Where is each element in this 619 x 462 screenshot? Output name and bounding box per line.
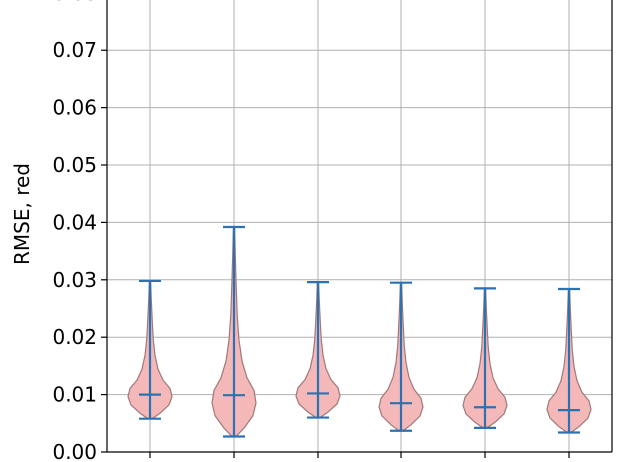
- y-tick-label: 0.00: [52, 440, 97, 462]
- y-tick-label: 0.08: [52, 0, 97, 5]
- violins: [127, 225, 592, 438]
- violin: [546, 287, 592, 434]
- x-ticks: [149, 452, 570, 458]
- violin: [295, 280, 341, 419]
- grid: [107, 0, 612, 453]
- y-tick-label: 0.02: [52, 325, 97, 349]
- violin: [462, 287, 508, 429]
- y-tick-label: 0.04: [52, 210, 97, 234]
- y-axis-label: RMSE, red: [10, 163, 34, 265]
- y-tick-label: 0.03: [52, 268, 97, 292]
- violin: [211, 225, 257, 438]
- y-tick-label: 0.07: [52, 38, 97, 62]
- y-ticks: 0.00 0.01 0.02 0.03 0.04 0.05 0.06 0.07 0.08: [52, 0, 107, 462]
- y-tick-label: 0.06: [52, 96, 97, 120]
- violin: [378, 281, 424, 432]
- y-tick-label: 0.05: [52, 153, 97, 177]
- y-tick-label: 0.01: [52, 383, 97, 407]
- violin: [127, 279, 173, 420]
- axes: [106, 0, 613, 453]
